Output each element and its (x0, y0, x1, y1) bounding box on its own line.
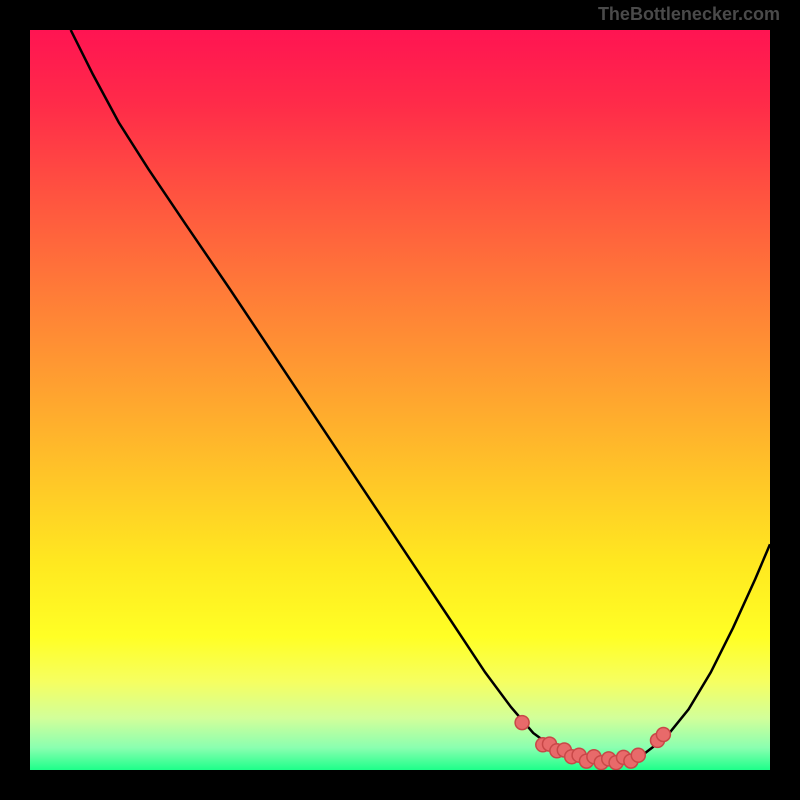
bottleneck-curve (71, 30, 770, 763)
marker-point (515, 716, 529, 730)
marker-point (656, 728, 670, 742)
curve-layer (30, 30, 770, 770)
marker-point (631, 748, 645, 762)
marker-group (515, 716, 670, 770)
plot-area (30, 30, 770, 770)
watermark-text: TheBottlenecker.com (598, 4, 780, 25)
